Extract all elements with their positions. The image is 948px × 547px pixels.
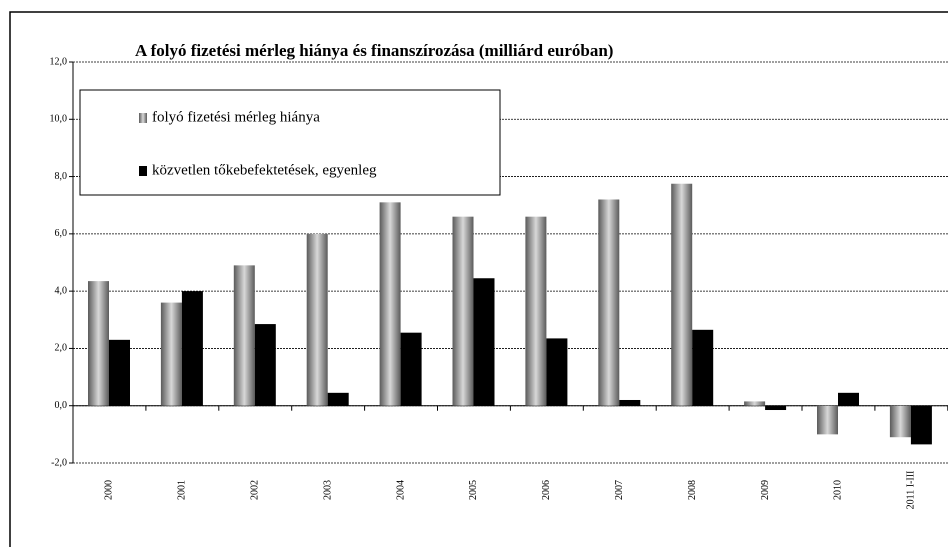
bar bbox=[619, 399, 641, 406]
bar bbox=[327, 392, 349, 406]
bar bbox=[452, 216, 474, 406]
bar bbox=[473, 278, 495, 406]
x-tick-label: 2007 bbox=[614, 480, 625, 500]
x-tick-label: 2004 bbox=[395, 480, 406, 500]
bar bbox=[233, 265, 255, 406]
y-tick-label: 12,0 bbox=[50, 56, 68, 67]
bar bbox=[525, 216, 547, 406]
x-tick-label: 2010 bbox=[833, 480, 844, 500]
bar bbox=[817, 405, 838, 435]
legend-swatch bbox=[139, 166, 147, 176]
bar bbox=[744, 401, 766, 406]
chart-title: A folyó fizetési mérleg hiánya és finans… bbox=[135, 41, 613, 60]
bar bbox=[88, 281, 109, 406]
bar bbox=[692, 329, 714, 406]
x-tick-label: 2011 I-III bbox=[906, 471, 917, 510]
bar bbox=[910, 405, 932, 445]
y-tick-label: 6,0 bbox=[55, 228, 68, 239]
bar bbox=[671, 183, 693, 406]
frame bbox=[9, 11, 948, 547]
x-tick-label: 2002 bbox=[250, 480, 261, 500]
bar bbox=[598, 199, 620, 406]
legend-box bbox=[79, 89, 501, 196]
bar bbox=[306, 233, 328, 406]
bar bbox=[546, 338, 568, 406]
x-tick-label: 2009 bbox=[760, 480, 771, 500]
bar bbox=[160, 302, 182, 406]
x-tick-label: 2006 bbox=[541, 480, 552, 500]
bar bbox=[400, 332, 422, 406]
y-tick-label: 0,0 bbox=[55, 400, 68, 411]
bar bbox=[109, 339, 130, 406]
legend-swatch bbox=[139, 113, 147, 123]
y-tick-label: -2,0 bbox=[51, 457, 67, 468]
x-tick-label: 2001 bbox=[177, 480, 188, 500]
legend-label: folyó fizetési mérleg hiánya bbox=[152, 109, 320, 125]
bar bbox=[889, 405, 911, 438]
legend-label: közvetlen tőkebefektetések, egyenleg bbox=[152, 162, 377, 178]
bar bbox=[379, 202, 401, 406]
bar bbox=[254, 324, 276, 406]
y-tick-label: 8,0 bbox=[55, 171, 68, 182]
bar bbox=[765, 405, 787, 411]
x-tick-label: 2003 bbox=[322, 480, 333, 500]
x-tick-label: 2005 bbox=[468, 480, 479, 500]
y-tick-label: 4,0 bbox=[55, 285, 68, 296]
y-tick-label: 10,0 bbox=[50, 114, 68, 125]
x-tick-label: 2008 bbox=[687, 480, 698, 500]
bar bbox=[181, 291, 203, 406]
x-tick-label: 2000 bbox=[104, 480, 115, 500]
y-tick-label: 2,0 bbox=[55, 343, 68, 354]
bar bbox=[838, 392, 859, 406]
